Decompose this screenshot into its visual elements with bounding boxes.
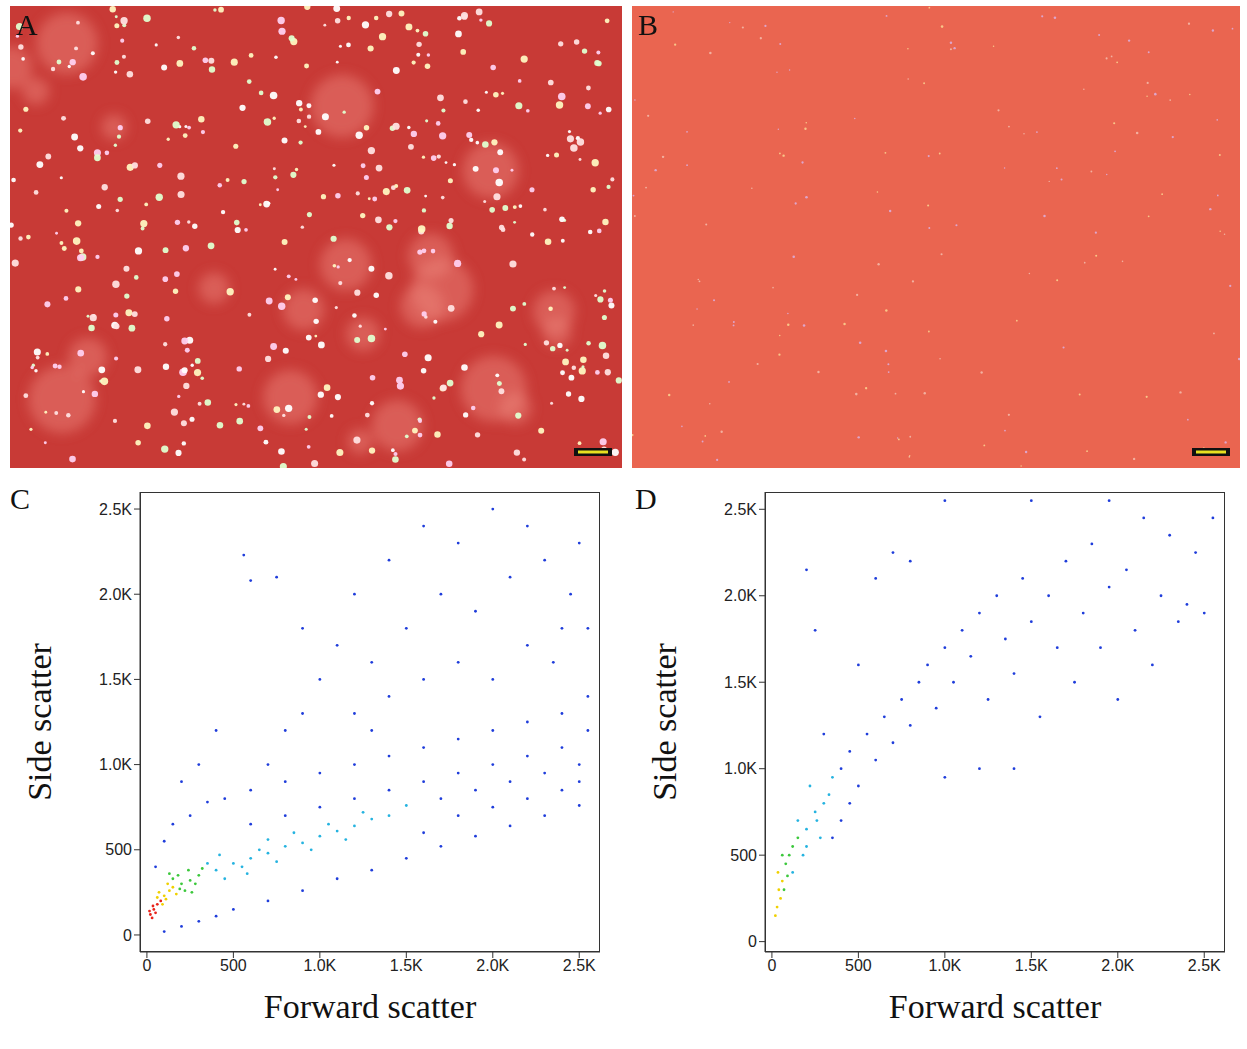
svg-text:0: 0 bbox=[142, 957, 151, 974]
html-text:C: C bbox=[10, 482, 30, 515]
html-text:Forward scatter: Forward scatter bbox=[263, 988, 477, 1025]
html-text:B: B bbox=[638, 8, 658, 41]
svg-text:2.5K: 2.5K bbox=[99, 501, 132, 518]
svg-text:0: 0 bbox=[767, 957, 776, 974]
svg-text:1.5K: 1.5K bbox=[99, 671, 132, 688]
html-text:A: A bbox=[16, 8, 38, 41]
svg-text:1.0K: 1.0K bbox=[303, 957, 336, 974]
svg-text:500: 500 bbox=[105, 841, 132, 858]
svg-text:2.0K: 2.0K bbox=[99, 586, 132, 603]
svg-text:2.5K: 2.5K bbox=[1188, 957, 1221, 974]
svg-text:2.0K: 2.0K bbox=[1101, 957, 1134, 974]
svg-text:2.5K: 2.5K bbox=[563, 957, 596, 974]
html-text:Side scatter: Side scatter bbox=[646, 643, 683, 801]
html-text:D: D bbox=[635, 482, 657, 515]
svg-text:2.5K: 2.5K bbox=[724, 501, 757, 518]
svg-text:1.0K: 1.0K bbox=[928, 957, 961, 974]
svg-text:1.0K: 1.0K bbox=[724, 760, 757, 777]
svg-text:500: 500 bbox=[845, 957, 872, 974]
html-text:Forward scatter: Forward scatter bbox=[888, 988, 1102, 1025]
svg-text:0: 0 bbox=[748, 933, 757, 950]
svg-text:500: 500 bbox=[220, 957, 247, 974]
svg-text:1.5K: 1.5K bbox=[1015, 957, 1048, 974]
svg-text:0: 0 bbox=[123, 927, 132, 944]
svg-text:1.5K: 1.5K bbox=[724, 674, 757, 691]
html-text:Side scatter: Side scatter bbox=[21, 643, 58, 801]
svg-text:1.0K: 1.0K bbox=[99, 756, 132, 773]
svg-text:500: 500 bbox=[730, 847, 757, 864]
svg-text:1.5K: 1.5K bbox=[390, 957, 423, 974]
svg-text:2.0K: 2.0K bbox=[724, 587, 757, 604]
svg-text:2.0K: 2.0K bbox=[476, 957, 509, 974]
